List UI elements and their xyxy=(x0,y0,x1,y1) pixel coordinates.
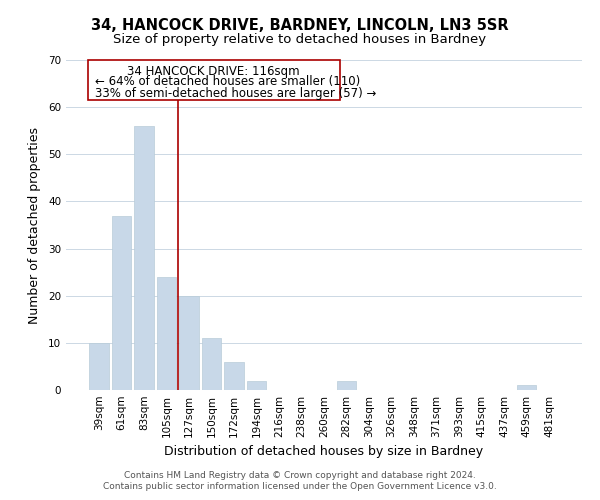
Bar xyxy=(517,386,536,390)
Text: 34, HANCOCK DRIVE, BARDNEY, LINCOLN, LN3 5SR: 34, HANCOCK DRIVE, BARDNEY, LINCOLN, LN3… xyxy=(91,18,509,32)
X-axis label: Distribution of detached houses by size in Bardney: Distribution of detached houses by size … xyxy=(164,446,484,458)
Text: ← 64% of detached houses are smaller (110): ← 64% of detached houses are smaller (11… xyxy=(95,75,360,88)
Bar xyxy=(112,216,131,390)
Bar xyxy=(89,343,109,390)
Text: 34 HANCOCK DRIVE: 116sqm: 34 HANCOCK DRIVE: 116sqm xyxy=(127,64,300,78)
Bar xyxy=(88,60,340,100)
Bar xyxy=(157,277,176,390)
Bar xyxy=(337,380,356,390)
Bar xyxy=(134,126,154,390)
Text: Size of property relative to detached houses in Bardney: Size of property relative to detached ho… xyxy=(113,32,487,46)
Text: Contains public sector information licensed under the Open Government Licence v3: Contains public sector information licen… xyxy=(103,482,497,491)
Bar xyxy=(179,296,199,390)
Text: Contains HM Land Registry data © Crown copyright and database right 2024.: Contains HM Land Registry data © Crown c… xyxy=(124,471,476,480)
Y-axis label: Number of detached properties: Number of detached properties xyxy=(28,126,41,324)
Bar xyxy=(224,362,244,390)
Bar xyxy=(247,380,266,390)
Text: 33% of semi-detached houses are larger (57) →: 33% of semi-detached houses are larger (… xyxy=(95,88,376,101)
Bar xyxy=(202,338,221,390)
